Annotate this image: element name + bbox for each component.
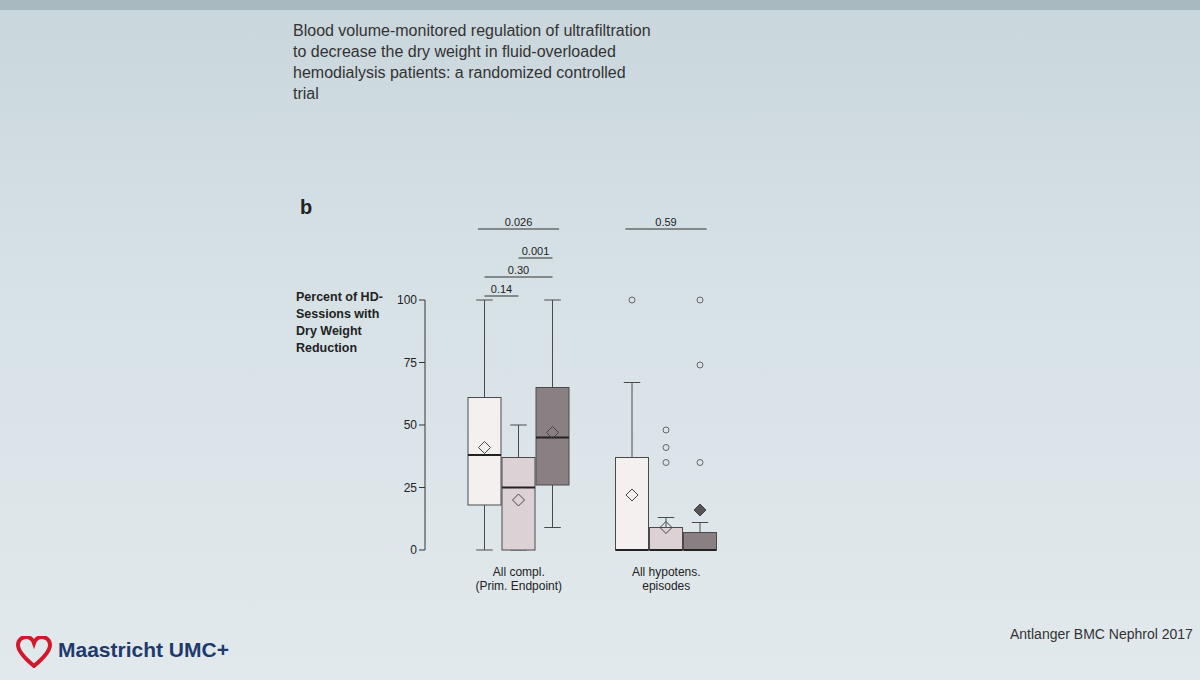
svg-text:100: 100 <box>397 293 417 307</box>
svg-text:All hypotens.: All hypotens. <box>632 565 701 579</box>
svg-text:episodes: episodes <box>642 579 690 593</box>
html-text:Antlanger BMC Nephrol 2017: Antlanger BMC Nephrol 2017 <box>1010 626 1193 642</box>
html-text:Blood volume-monitored regulat: Blood volume-monitored regulation of ult… <box>293 22 651 102</box>
svg-text:0.30: 0.30 <box>508 264 529 276</box>
html-text:Percent of HD-Sessions with Dr: Percent of HD-Sessions with Dry Weight R… <box>296 290 383 355</box>
svg-text:75: 75 <box>404 356 418 370</box>
html-text:b: b <box>300 196 313 218</box>
svg-text:0.14: 0.14 <box>491 283 512 295</box>
svg-text:0: 0 <box>410 543 417 557</box>
svg-text:0.59: 0.59 <box>655 216 676 228</box>
svg-text:50: 50 <box>404 418 418 432</box>
svg-text:(Prim. Endpoint): (Prim. Endpoint) <box>475 579 562 593</box>
svg-text:All compl.: All compl. <box>493 565 545 579</box>
svg-text:0.026: 0.026 <box>505 216 533 228</box>
html-text:Maastricht UMC+: Maastricht UMC+ <box>58 638 229 661</box>
svg-text:25: 25 <box>404 481 418 495</box>
svg-text:0.001: 0.001 <box>522 245 550 257</box>
